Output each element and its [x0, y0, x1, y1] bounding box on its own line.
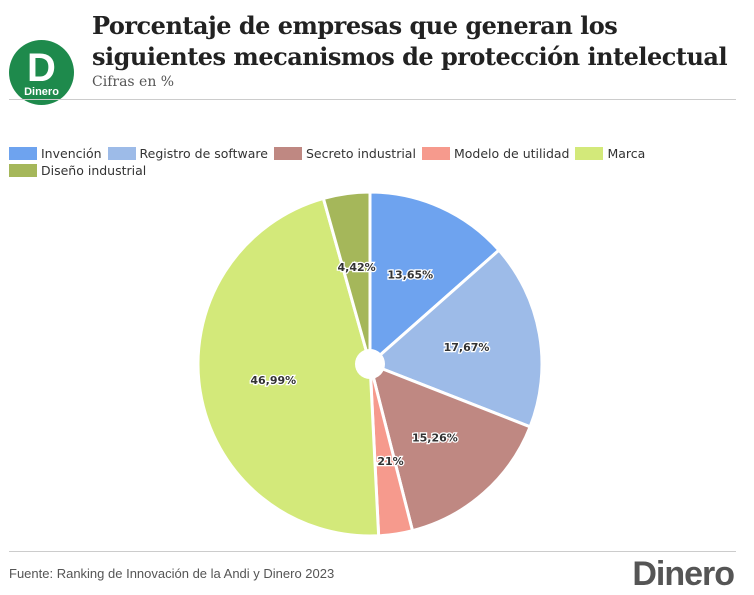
legend-label: Marca: [607, 146, 646, 161]
legend-item[interactable]: Invención: [9, 145, 102, 162]
legend-item[interactable]: Marca: [575, 145, 645, 162]
legend-label: Diseño industrial: [41, 163, 147, 178]
legend-label: Secreto industrial: [305, 146, 416, 161]
footer-divider: [9, 551, 736, 552]
legend-item[interactable]: Diseño industrial: [9, 162, 146, 179]
slice-data-label: 4,42%: [338, 261, 376, 274]
legend-label: Invención: [41, 146, 102, 161]
slice-data-label: 17,67%: [444, 341, 490, 354]
legend-item[interactable]: Modelo de utilidad: [421, 145, 570, 162]
chart-title: Porcentaje de empresas que generan los s…: [92, 11, 728, 71]
legend-label: Modelo de utilidad: [453, 146, 570, 161]
logo-word: Dinero: [24, 86, 59, 98]
slice-data-label: 15,26%: [412, 431, 458, 444]
legend-swatch: [421, 147, 450, 160]
pie-slice[interactable]: [196, 196, 381, 538]
brand-wordmark: Dinero: [632, 555, 735, 593]
slice-data-label: 46,99%: [250, 374, 296, 387]
legend-swatch: [575, 147, 604, 160]
pie-slice[interactable]: [321, 190, 372, 365]
pie-slice[interactable]: [367, 248, 544, 429]
pie-slice[interactable]: [368, 190, 502, 368]
logo-letter: D: [27, 46, 56, 90]
header-divider: [9, 99, 736, 100]
legend-swatch: [107, 147, 136, 160]
legend: Invención Registro de software Secreto ind…: [9, 145, 709, 179]
legend-swatch: [9, 164, 37, 177]
legend-swatch: [273, 147, 302, 160]
pie-slice[interactable]: [367, 361, 533, 533]
legend-item[interactable]: Registro de software: [107, 145, 268, 162]
chart-subtitle: Cifras en %: [92, 74, 175, 90]
slice-data-label: 13,65%: [387, 269, 433, 282]
pie-center-hole: [355, 349, 385, 379]
legend-item[interactable]: Secreto industrial: [273, 145, 416, 162]
dinero-logo: D Dinero: [9, 40, 74, 105]
legend-label: Registro de software: [139, 146, 268, 161]
legend-swatch: [9, 147, 37, 160]
source-note: Fuente: Ranking de Innovación de la Andi…: [9, 566, 335, 581]
